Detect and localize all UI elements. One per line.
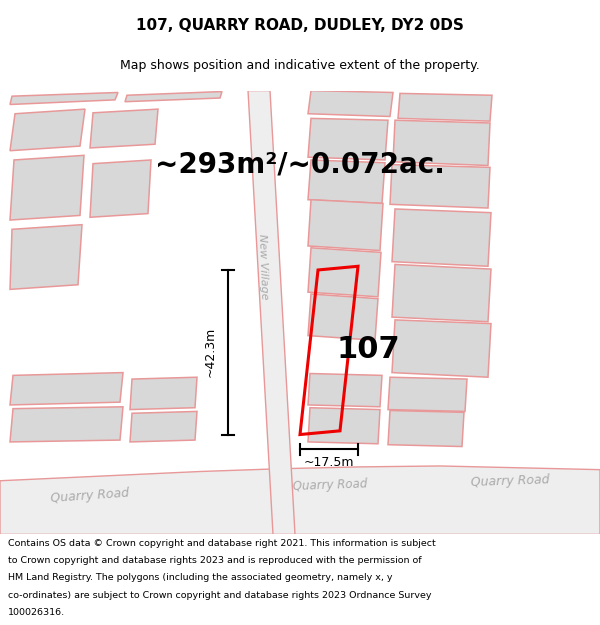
Text: Quarry Road: Quarry Road: [470, 473, 550, 489]
Text: to Crown copyright and database rights 2023 and is reproduced with the permissio: to Crown copyright and database rights 2…: [8, 556, 421, 565]
Polygon shape: [10, 372, 123, 405]
Polygon shape: [308, 294, 378, 340]
Text: ~17.5m: ~17.5m: [304, 456, 354, 469]
Polygon shape: [393, 120, 490, 166]
Polygon shape: [0, 466, 600, 534]
Polygon shape: [130, 378, 197, 409]
Text: Contains OS data © Crown copyright and database right 2021. This information is : Contains OS data © Crown copyright and d…: [8, 539, 436, 548]
Text: 107: 107: [336, 335, 400, 364]
Polygon shape: [308, 160, 385, 203]
Polygon shape: [248, 91, 295, 534]
Text: HM Land Registry. The polygons (including the associated geometry, namely x, y: HM Land Registry. The polygons (includin…: [8, 573, 392, 582]
Polygon shape: [392, 209, 491, 266]
Polygon shape: [10, 407, 123, 442]
Polygon shape: [308, 91, 393, 116]
Polygon shape: [308, 408, 380, 444]
Text: 100026316.: 100026316.: [8, 608, 65, 617]
Polygon shape: [308, 374, 382, 407]
Polygon shape: [90, 109, 158, 148]
Polygon shape: [10, 224, 82, 289]
Text: ~42.3m: ~42.3m: [203, 327, 217, 378]
Text: Quarry Road: Quarry Road: [292, 478, 368, 493]
Polygon shape: [130, 411, 197, 442]
Text: co-ordinates) are subject to Crown copyright and database rights 2023 Ordnance S: co-ordinates) are subject to Crown copyr…: [8, 591, 431, 599]
Polygon shape: [392, 320, 491, 378]
Polygon shape: [308, 248, 381, 297]
Polygon shape: [390, 164, 490, 208]
Polygon shape: [388, 378, 467, 411]
Polygon shape: [398, 93, 492, 121]
Polygon shape: [90, 160, 151, 217]
Text: Map shows position and indicative extent of the property.: Map shows position and indicative extent…: [120, 59, 480, 72]
Text: New Village: New Village: [257, 233, 269, 299]
Polygon shape: [125, 91, 222, 102]
Text: Quarry Road: Quarry Road: [50, 486, 130, 505]
Text: 107, QUARRY ROAD, DUDLEY, DY2 0DS: 107, QUARRY ROAD, DUDLEY, DY2 0DS: [136, 18, 464, 33]
Text: ~293m²/~0.072ac.: ~293m²/~0.072ac.: [155, 151, 445, 179]
Polygon shape: [10, 156, 84, 220]
Polygon shape: [392, 264, 491, 322]
Polygon shape: [308, 200, 383, 251]
Polygon shape: [10, 109, 85, 151]
Polygon shape: [388, 411, 464, 446]
Polygon shape: [308, 118, 388, 160]
Polygon shape: [10, 92, 118, 104]
